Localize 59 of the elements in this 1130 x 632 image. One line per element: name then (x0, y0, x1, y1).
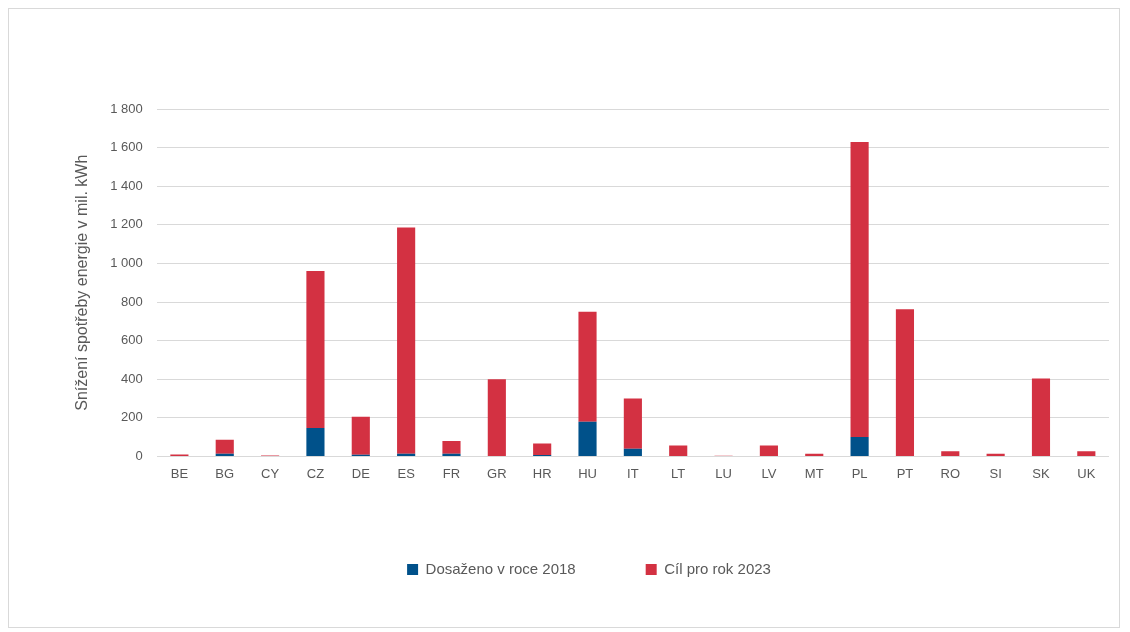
y-tick-label: 1 000 (110, 254, 143, 270)
x-tick-label: LU (715, 465, 732, 481)
bar (669, 445, 688, 456)
bar (533, 443, 552, 456)
bar (759, 445, 778, 456)
x-tick-label: PT (896, 465, 914, 481)
legend-label: Dosaženo v roce 2018 (425, 559, 576, 577)
bar (442, 453, 461, 456)
x-tick-label: CZ (306, 465, 325, 481)
x-tick-label: HR (532, 465, 552, 481)
x-tick-label: BG (215, 465, 235, 481)
y-tick-label: 1 400 (110, 177, 143, 193)
x-tick-label: MT (804, 465, 824, 481)
y-tick-label: 800 (121, 293, 143, 309)
x-tick-label: FR (442, 465, 461, 481)
y-tick-label: 1 600 (110, 139, 143, 155)
bar (895, 309, 915, 456)
bar (941, 451, 960, 456)
x-tick-label: DE (351, 465, 371, 481)
bar (397, 227, 416, 454)
x-tick-label: UK (1077, 465, 1096, 481)
x-tick-label: GR (487, 465, 507, 481)
y-tick-label: 400 (121, 370, 143, 386)
x-tick-label: CY (261, 465, 280, 481)
x-tick-label: ES (397, 465, 416, 481)
bar (850, 436, 869, 456)
bar (623, 448, 642, 456)
bar (215, 439, 234, 454)
y-tick-label: 600 (121, 332, 143, 348)
bar (487, 379, 506, 456)
x-tick-label: HU (578, 465, 597, 481)
bar (805, 453, 824, 456)
y-axis-title: Snížení spotřeby energie v mil. kWh (73, 154, 91, 411)
bar (397, 453, 416, 456)
bar (850, 142, 869, 437)
y-tick-label: 1 200 (110, 216, 143, 232)
bar (1077, 451, 1096, 456)
bar (986, 453, 1005, 456)
bar (306, 428, 325, 456)
x-tick-label: LV (761, 465, 777, 481)
bar (306, 271, 325, 429)
x-tick-label: IT (627, 465, 639, 481)
x-tick-label: PL (851, 465, 868, 481)
y-tick-label: 0 (135, 447, 143, 463)
bar (578, 421, 597, 456)
x-tick-label: BE (170, 465, 189, 481)
x-tick-label: LT (671, 465, 686, 481)
bar (215, 453, 234, 456)
x-tick-label: RO (940, 465, 961, 481)
x-tick-label: SK (1032, 465, 1050, 481)
legend-label: Cíl pro rok 2023 (664, 559, 771, 577)
y-tick-label: 1 800 (110, 100, 143, 116)
bar (442, 440, 461, 454)
y-tick-label: 200 (121, 409, 143, 425)
bar (1031, 378, 1051, 456)
bar (351, 416, 370, 455)
bar (578, 311, 597, 422)
x-tick-label: SI (989, 465, 1002, 481)
bar (623, 398, 642, 449)
